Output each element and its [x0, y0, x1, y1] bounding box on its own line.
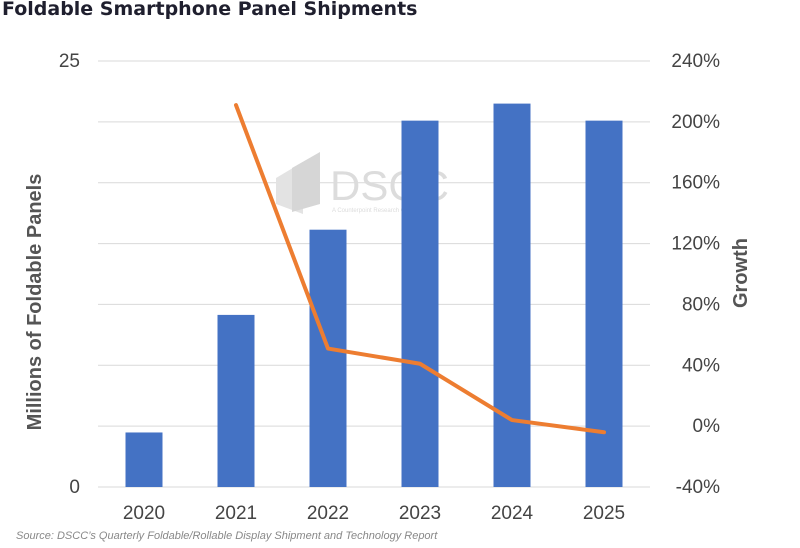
- dscc-watermark: DSCC A Counterpoint Research Company: [276, 152, 449, 214]
- y2-tick-3: 120%: [671, 234, 720, 255]
- source-note: Source: DSCC’s Quarterly Foldable/Rollab…: [16, 530, 438, 542]
- x-tick-2025: 2025: [583, 503, 625, 524]
- y-axis-ticks: 0 25: [59, 51, 80, 498]
- y2-tick-1: 200%: [671, 112, 720, 133]
- watermark-tagline: A Counterpoint Research Company: [332, 208, 426, 214]
- bar-2021: [217, 314, 255, 487]
- x-axis-ticks: 2020 2021 2022 2023 2024 2025: [123, 503, 625, 524]
- y2-tick-2: 160%: [671, 173, 720, 194]
- y2-axis-ticks: 240% 200% 160% 120% 80% 40% 0% -40%: [671, 51, 720, 498]
- y-tick-1: 25: [59, 51, 80, 72]
- y2-tick-0: 240%: [671, 51, 720, 72]
- y2-axis-label: Growth: [730, 238, 752, 308]
- growth-line: [234, 103, 606, 435]
- bar-2022: [309, 229, 347, 488]
- x-tick-2021: 2021: [215, 503, 257, 524]
- growth-line-series: [234, 103, 606, 435]
- x-tick-2024: 2024: [491, 503, 534, 524]
- y-axis-label: Millions of Foldable Panels: [24, 174, 46, 431]
- x-tick-2022: 2022: [307, 503, 349, 524]
- x-tick-2023: 2023: [399, 503, 441, 524]
- y2-tick-7: -40%: [676, 477, 720, 498]
- bar-2023: [401, 120, 439, 487]
- x-tick-2020: 2020: [123, 503, 165, 524]
- bar-2020: [125, 432, 163, 487]
- y2-tick-4: 80%: [682, 294, 720, 315]
- bar-2025: [585, 120, 623, 487]
- bar-series: [125, 103, 623, 488]
- grid-lines: [98, 60, 650, 488]
- y-tick-0: 0: [69, 477, 80, 498]
- bar-2024: [493, 103, 531, 487]
- y2-tick-6: 0%: [693, 416, 721, 437]
- chart-title: Foldable Smartphone Panel Shipments: [2, 0, 418, 20]
- y2-tick-5: 40%: [682, 355, 720, 376]
